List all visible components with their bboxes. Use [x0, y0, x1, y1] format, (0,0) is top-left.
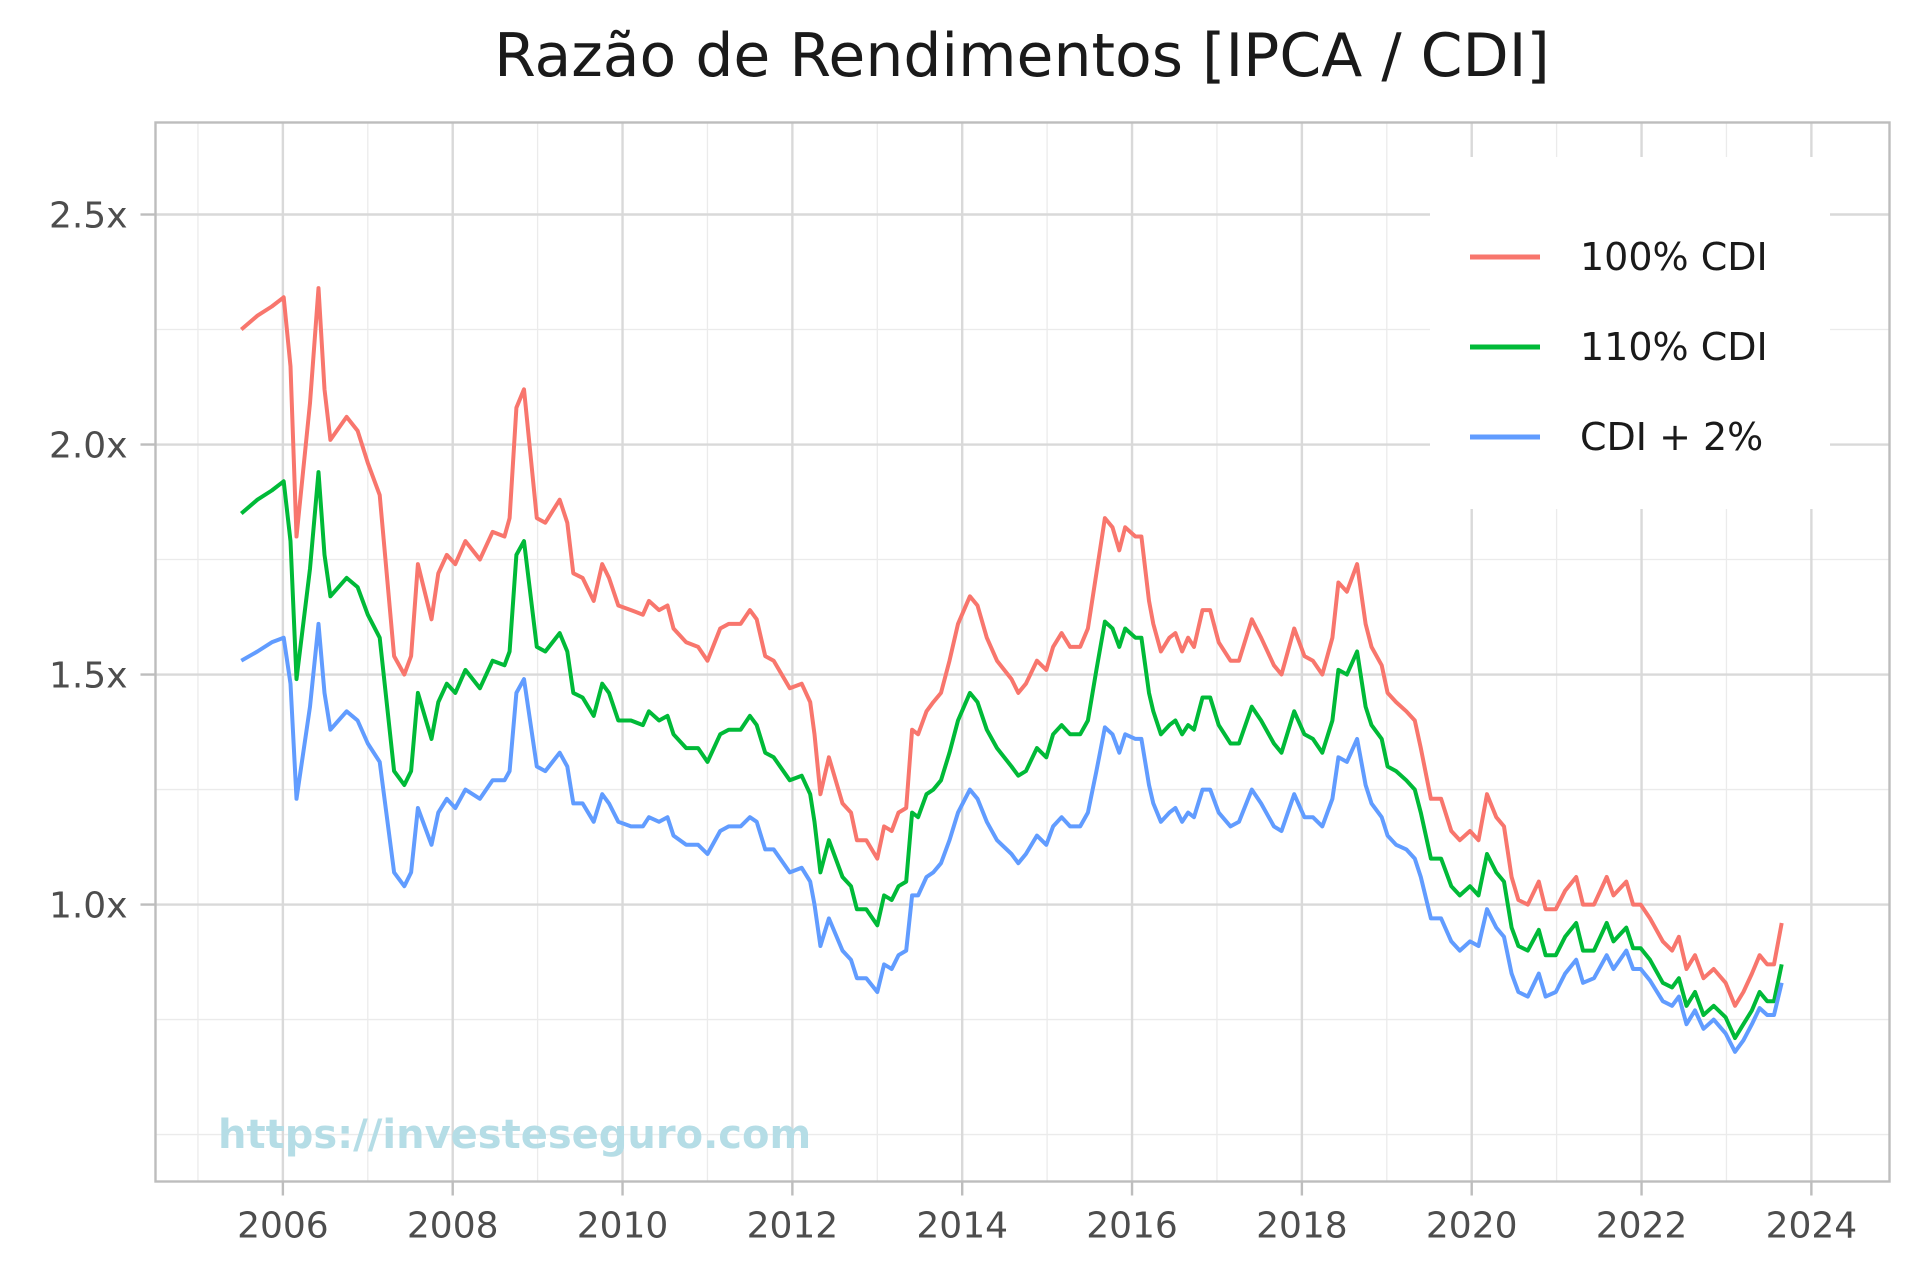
legend-item: 100% CDI [1470, 235, 1768, 279]
x-tick-label: 2008 [407, 1206, 499, 1247]
x-tick-label: 2014 [916, 1206, 1008, 1247]
x-tick-label: 2016 [1086, 1206, 1178, 1247]
x-tick-label: 2012 [747, 1206, 839, 1247]
series-lines [239, 286, 1784, 1054]
x-tick-label: 2024 [1766, 1206, 1858, 1247]
legend-item: 110% CDI [1470, 325, 1768, 369]
watermark: https://investeseguro.com [218, 1112, 811, 1158]
legend-label: 100% CDI [1580, 235, 1768, 279]
legend-label: 110% CDI [1580, 325, 1768, 369]
legend-background [1430, 157, 1830, 509]
chart-title: Razão de Rendimentos [IPCA / CDI] [494, 21, 1550, 91]
y-tick-label: 2.0x [49, 426, 128, 467]
x-axis: 2006 2008 2010 2012 2014 2016 2018 2020 2022 2024 [237, 1181, 1858, 1247]
series-line-110-cdi [239, 470, 1784, 1040]
legend: 100% CDI 110% CDI CDI + 2% [1430, 157, 1830, 509]
y-tick-label: 1.5x [49, 656, 128, 697]
x-tick-label: 2006 [237, 1206, 329, 1247]
y-tick-label: 2.5x [49, 196, 128, 237]
legend-label: CDI + 2% [1580, 415, 1763, 459]
x-tick-label: 2010 [577, 1206, 669, 1247]
y-axis: 1.0x 1.5x 2.0x 2.5x [49, 196, 156, 927]
series-line-cdi-2- [240, 621, 1784, 1054]
x-tick-label: 2020 [1426, 1206, 1518, 1247]
y-tick-label: 1.0x [49, 886, 128, 927]
series-line-100-cdi [239, 286, 1784, 1008]
x-tick-label: 2022 [1596, 1206, 1688, 1247]
panel-border [154, 121, 1891, 1183]
x-tick-label: 2018 [1256, 1206, 1348, 1247]
legend-item: CDI + 2% [1470, 415, 1763, 459]
